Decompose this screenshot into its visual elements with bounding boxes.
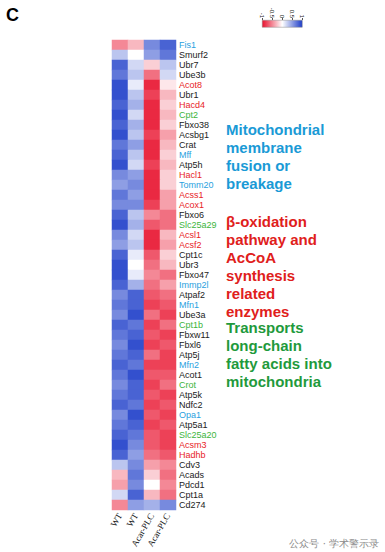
svg-text:Acsm3: Acsm3 (179, 440, 207, 450)
svg-text:Tomm20: Tomm20 (179, 180, 214, 190)
svg-text:1: 1 (299, 15, 305, 19)
svg-text:mitochondria: mitochondria (226, 373, 322, 390)
svg-text:Acads: Acads (179, 470, 205, 480)
svg-text:fatty acids into: fatty acids into (226, 355, 332, 372)
svg-text:-1: -1 (259, 13, 265, 19)
svg-text:Atp5a1: Atp5a1 (179, 420, 208, 430)
svg-text:Ubr7: Ubr7 (179, 60, 199, 70)
svg-text:Opa1: Opa1 (179, 410, 201, 420)
svg-text:Pdcd1: Pdcd1 (179, 480, 205, 490)
svg-text:Ndfc2: Ndfc2 (179, 400, 203, 410)
svg-text:β-oxidation: β-oxidation (226, 213, 307, 230)
svg-text:Slc25a29: Slc25a29 (179, 220, 217, 230)
svg-text:Smurf2: Smurf2 (179, 50, 208, 60)
svg-text:Atp5k: Atp5k (179, 390, 203, 400)
svg-text:Hacl1: Hacl1 (179, 170, 202, 180)
svg-text:Mfn2: Mfn2 (179, 360, 199, 370)
svg-text:Hadhb: Hadhb (179, 450, 206, 460)
svg-text:Ubr1: Ubr1 (179, 90, 199, 100)
svg-text:Acsbg1: Acsbg1 (179, 130, 209, 140)
svg-text:Acsf2: Acsf2 (179, 240, 202, 250)
svg-text:Acar-PLC: Acar-PLC (145, 511, 172, 548)
svg-text:Cdv3: Cdv3 (179, 460, 200, 470)
svg-text:Mff: Mff (179, 150, 192, 160)
svg-text:Acox1: Acox1 (179, 200, 204, 210)
svg-text:Ubr3: Ubr3 (179, 260, 199, 270)
svg-text:0: 0 (279, 15, 285, 19)
svg-text:Crat: Crat (179, 140, 197, 150)
svg-text:Immp2l: Immp2l (179, 280, 209, 290)
svg-text:Ube3a: Ube3a (179, 310, 206, 320)
svg-text:Acot1: Acot1 (179, 370, 202, 380)
svg-text:Fbxo38: Fbxo38 (179, 120, 209, 130)
svg-text:Acot8: Acot8 (179, 80, 202, 90)
svg-text:Fbxo6: Fbxo6 (179, 210, 204, 220)
svg-text:Cpt2: Cpt2 (179, 110, 198, 120)
svg-text:Acss1: Acss1 (179, 190, 204, 200)
svg-text:Mitochondrial: Mitochondrial (226, 121, 324, 138)
svg-text:Cpt1a: Cpt1a (179, 490, 203, 500)
svg-text:Fis1: Fis1 (179, 40, 196, 50)
svg-text:Hacd4: Hacd4 (179, 100, 205, 110)
svg-text:Atpaf2: Atpaf2 (179, 290, 205, 300)
svg-text:synthesis: synthesis (226, 267, 295, 284)
svg-text:Acar-PLC: Acar-PLC (129, 511, 157, 549)
svg-text:Cpt1c: Cpt1c (179, 250, 203, 260)
svg-text:fusion or: fusion or (226, 157, 290, 174)
svg-text:pathway and: pathway and (226, 231, 317, 248)
svg-text:-0.5: -0.5 (269, 8, 275, 19)
svg-text:breakage: breakage (226, 175, 292, 192)
svg-text:related: related (226, 285, 275, 302)
svg-text:Cd274: Cd274 (179, 500, 206, 510)
svg-text:WT: WT (124, 511, 141, 529)
svg-text:公众号 · 学术警示录: 公众号 · 学术警示录 (289, 538, 379, 549)
svg-text:Acsl1: Acsl1 (179, 230, 201, 240)
svg-text:Transports: Transports (226, 319, 304, 336)
svg-text:AcCoA: AcCoA (226, 249, 276, 266)
svg-text:WT: WT (109, 511, 125, 529)
svg-text:Fbxo47: Fbxo47 (179, 270, 209, 280)
svg-text:Fbxw11: Fbxw11 (179, 330, 210, 340)
svg-text:Atp5j: Atp5j (179, 350, 200, 360)
svg-text:Atp5h: Atp5h (179, 160, 203, 170)
svg-text:long-chain: long-chain (226, 337, 302, 354)
svg-text:0.5: 0.5 (289, 10, 295, 19)
svg-text:Fbxl6: Fbxl6 (179, 340, 201, 350)
svg-text:enzymes: enzymes (226, 303, 289, 320)
svg-text:Ube3b: Ube3b (179, 70, 206, 80)
svg-text:membrane: membrane (226, 139, 302, 156)
svg-text:Mfn1: Mfn1 (179, 300, 199, 310)
svg-text:Crot: Crot (179, 380, 197, 390)
svg-text:Cpt1b: Cpt1b (179, 320, 203, 330)
svg-text:C: C (6, 5, 19, 25)
svg-text:Slc25a20: Slc25a20 (179, 430, 217, 440)
